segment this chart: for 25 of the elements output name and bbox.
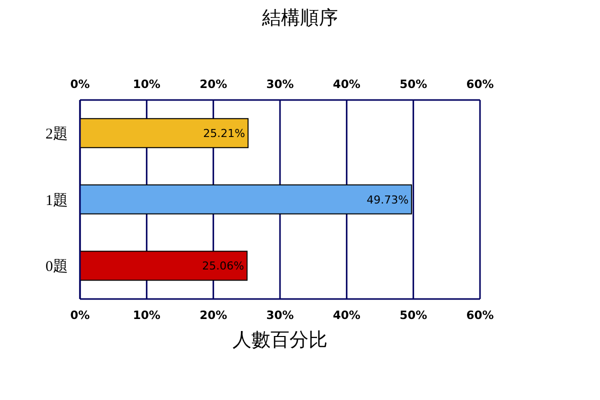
data-label: 25.06%: [202, 260, 244, 273]
x2-tick-label: 20%: [200, 77, 228, 91]
y-tick-label: 0題: [46, 259, 68, 276]
x2-tick-label: 30%: [266, 77, 294, 91]
x2-tick-label: 60%: [466, 77, 494, 91]
x-tick-label: 60%: [466, 308, 494, 322]
y-tick-label: 1題: [46, 192, 68, 209]
x-tick-label: 40%: [332, 308, 361, 322]
x-tick-label: 0%: [70, 308, 90, 322]
x2-tick-label: 10%: [132, 77, 161, 91]
y-tick-label: 2題: [46, 126, 68, 142]
chart-title: 結構順序: [261, 7, 339, 31]
x2-tick-label: 50%: [400, 77, 428, 91]
bar: [80, 250, 248, 281]
data-label: 25.21%: [203, 126, 246, 140]
x2-tick-label: 40%: [332, 77, 361, 91]
x-tick-label: 10%: [132, 308, 161, 322]
x-tick-label: 30%: [266, 308, 294, 322]
x-tick-label: 20%: [200, 308, 228, 322]
x-tick-label: 50%: [400, 308, 428, 322]
x-axis-title: 人數百分比: [232, 329, 328, 353]
bar: [80, 184, 412, 214]
bar: [80, 118, 249, 148]
x2-tick-label: 0%: [70, 77, 90, 91]
data-label: 49.73%: [366, 193, 409, 206]
